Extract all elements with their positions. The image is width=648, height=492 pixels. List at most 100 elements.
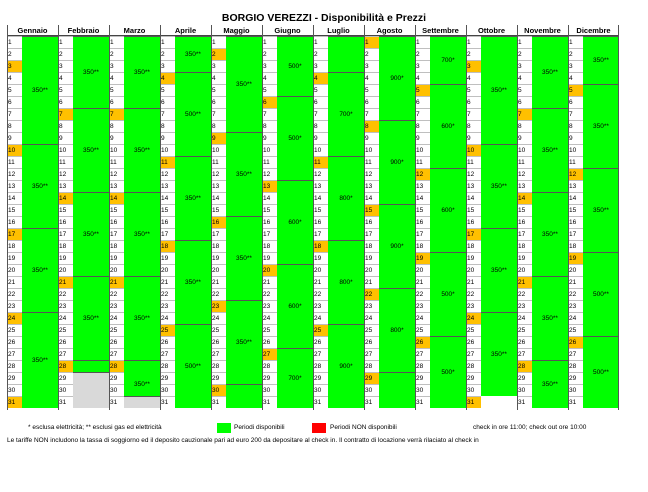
availability-calendar: Gennaio 1 2 3 4 5 6 7 8 9 10 11 12 13 14 15 16 17 18 19 20 21… [7,25,619,410]
day-cell: 13 [7,180,22,192]
day-cell: 16 [313,216,328,228]
day-cell: 24 [262,312,277,324]
day-cell: 27 [517,348,532,360]
day-cell: 29 [364,372,379,384]
day-cell: 1 [211,36,226,48]
price-block: 350** [175,240,211,324]
day-cell: 11 [58,156,73,168]
day-cell: 11 [211,156,226,168]
day-cell: 9 [58,132,73,144]
price-block: 350** [481,312,517,396]
day-cell: 21 [58,276,73,288]
day-cell: 12 [568,168,583,180]
day-cell: 19 [7,252,22,264]
day-cell: 24 [415,312,430,324]
day-cell: 13 [466,180,481,192]
day-cell: 24 [109,312,124,324]
day-cell: 9 [262,132,277,144]
day-cell: 6 [517,96,532,108]
day-cell: 7 [7,108,22,120]
day-cell: 10 [415,144,430,156]
day-cell: 28 [160,360,175,372]
day-cell: 29 [568,372,583,384]
day-cell: 20 [517,264,532,276]
price-block: 900* [379,120,415,204]
day-cell: 12 [160,168,175,180]
day-cell: 18 [517,240,532,252]
day-cell: 5 [58,84,73,96]
day-cell: 1 [7,36,22,48]
pricing-note: * esclusa elettricità; ** esclusi gas ed… [28,424,162,431]
price-block [226,384,262,408]
day-cell: 18 [415,240,430,252]
day-cell: 4 [466,72,481,84]
day-cell: 30 [109,384,124,396]
month-divider [58,25,59,410]
day-cell: 14 [313,192,328,204]
price-block: 900* [379,204,415,288]
day-cell: 19 [364,252,379,264]
day-cell: 15 [7,204,22,216]
day-cell: 24 [211,312,226,324]
day-cell: 4 [313,72,328,84]
day-cell: 1 [568,36,583,48]
day-cell: 30 [568,384,583,396]
day-cell: 29 [7,372,22,384]
day-cell: 7 [211,108,226,120]
day-cell: 11 [415,156,430,168]
day-cell: 7 [415,108,430,120]
day-cell: 25 [568,324,583,336]
price-block: 900* [379,36,415,120]
day-cell: 24 [313,312,328,324]
day-cell: 7 [109,108,124,120]
day-cell: 24 [364,312,379,324]
day-cell: 19 [568,252,583,264]
day-cell: 21 [211,276,226,288]
day-cell: 26 [7,336,22,348]
day-cell: 25 [313,324,328,336]
day-cell: 16 [211,216,226,228]
day-cell: 21 [466,276,481,288]
day-cell: 1 [109,36,124,48]
day-cell: 27 [160,348,175,360]
day-cell: 14 [262,192,277,204]
day-cell: 1 [160,36,175,48]
day-cell: 1 [415,36,430,48]
day-cell: 6 [262,96,277,108]
price-block: 500* [277,36,313,96]
day-cell: 23 [58,300,73,312]
day-cell: 3 [313,60,328,72]
day-cell: 17 [313,228,328,240]
day-cell: 14 [211,192,226,204]
day-cell: 17 [568,228,583,240]
day-cell: 22 [364,288,379,300]
day-cell: 31 [364,396,379,408]
available-swatch [217,423,231,433]
day-cell: 25 [262,324,277,336]
month-divider [466,25,467,410]
day-cell: 16 [160,216,175,228]
month-divider [415,25,416,410]
price-block: 350** [226,216,262,300]
day-cell: 16 [7,216,22,228]
price-block: 600* [430,168,466,252]
day-cell: 10 [313,144,328,156]
day-cell: 14 [7,192,22,204]
day-cell: 13 [109,180,124,192]
unavailable-swatch [312,423,326,433]
day-cell: 28 [466,360,481,372]
day-cell: 18 [109,240,124,252]
day-cell: 19 [262,252,277,264]
month-divider [364,25,365,410]
day-cell: 8 [262,120,277,132]
day-cell: 20 [160,264,175,276]
price-block: 900* [328,324,364,408]
day-cell: 27 [58,348,73,360]
day-cell: 3 [7,60,22,72]
day-cell: 8 [415,120,430,132]
month-divider [109,25,110,410]
day-cell: 11 [313,156,328,168]
price-block: 700* [328,72,364,156]
day-cell: 15 [109,204,124,216]
day-cell: 19 [160,252,175,264]
